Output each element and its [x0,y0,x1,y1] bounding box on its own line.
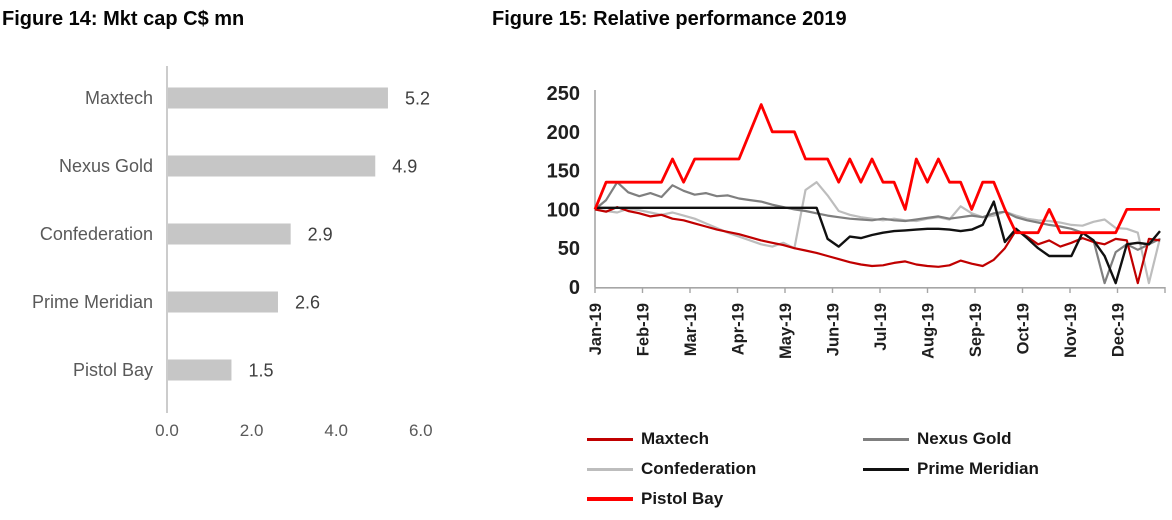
line-x-tick-label: Nov-19 [1062,303,1080,358]
figure-15-title: Figure 15: Relative performance 2019 [492,8,847,30]
legend-item-nexus-gold: Nexus Gold [863,424,1163,454]
bar-category-label: Prime Meridian [32,292,153,312]
line-x-tick-label: Aug-19 [920,303,938,359]
bar-x-tick-label: 6.0 [409,421,433,440]
bar-value-label: 1.5 [248,361,273,381]
bar-value-label: 2.9 [308,225,333,245]
legend-item-pistol-bay: Pistol Bay [587,484,863,514]
prime-meridian-line-swatch [863,467,909,471]
series-line-prime-meridian [595,200,1161,285]
series-line-nexus-gold [594,181,1161,285]
line-x-tick-label: Sep-19 [967,303,985,357]
line-chart-legend: Maxtech Confederation Pistol Bay Nexus G… [587,424,1163,514]
bar-category-label: Maxtech [85,88,153,108]
bar-nexus-gold [168,155,376,177]
bar-maxtech [168,87,388,109]
bar-category-label: Confederation [40,224,153,244]
line-y-tick-label: 50 [558,238,580,260]
legend-label: Confederation [641,459,757,478]
legend-item-prime-meridian: Prime Meridian [863,454,1163,484]
bar-prime-meridian [168,291,278,313]
line-y-tick-label: 0 [569,277,580,299]
line-x-tick-label: Feb-19 [635,303,653,356]
bar-value-label: 2.6 [295,293,320,313]
bar-category-label: Nexus Gold [59,156,153,176]
line-y-tick-label: 150 [547,161,580,183]
bar-value-label: 4.9 [392,157,417,177]
pistol-bay-line-swatch [587,497,633,501]
legend-item-confederation: Confederation [587,454,863,484]
relative-performance-line-chart: 0 50 100 150 200 250 Jan-19 Feb-19 Mar-19 Apr-19 M… [547,83,1166,359]
legend-item-maxtech: Maxtech [587,424,863,454]
line-x-tick-label: Jan-19 [587,303,605,355]
confederation-line-swatch [587,467,633,471]
nexus-gold-line-swatch [863,437,909,441]
legend-column-2: Nexus Gold Prime Meridian [863,424,1163,514]
figure-14-title: Figure 14: Mkt cap C$ mn [2,8,245,30]
maxtech-line-swatch [587,437,633,441]
series-line-pistol-bay [593,103,1160,235]
legend-label: Prime Meridian [917,459,1039,478]
bar-x-tick-label: 0.0 [155,421,179,440]
series-line-maxtech [594,206,1161,285]
bar-value-label: 5.2 [405,89,430,109]
line-x-tick-label: Jun-19 [825,303,843,356]
line-x-tick-label: Oct-19 [1015,303,1033,354]
legend-label: Nexus Gold [917,429,1012,448]
line-x-tick-label: Jul-19 [872,303,890,351]
line-x-tick-label: Dec-19 [1110,303,1128,357]
line-y-tick-label: 250 [547,83,580,105]
bar-confederation [168,223,291,245]
line-x-tick-label: Mar-19 [682,303,700,356]
legend-label: Maxtech [641,429,710,448]
legend-column-1: Maxtech Confederation Pistol Bay [587,424,863,514]
legend-label: Pistol Bay [641,489,724,508]
line-y-tick-label: 200 [547,122,580,144]
bar-x-tick-label: 4.0 [324,421,348,440]
line-x-tick-label: May-19 [777,303,795,359]
line-y-tick-label: 100 [547,199,580,221]
bar-pistol-bay [168,359,232,381]
line-x-tick-label: Apr-19 [730,303,748,355]
bar-category-label: Pistol Bay [73,360,153,380]
bar-x-tick-label: 2.0 [240,421,264,440]
market-cap-bar-chart: Maxtech 5.2 Nexus Gold 4.9 Confederation 2.9 P… [32,66,433,440]
